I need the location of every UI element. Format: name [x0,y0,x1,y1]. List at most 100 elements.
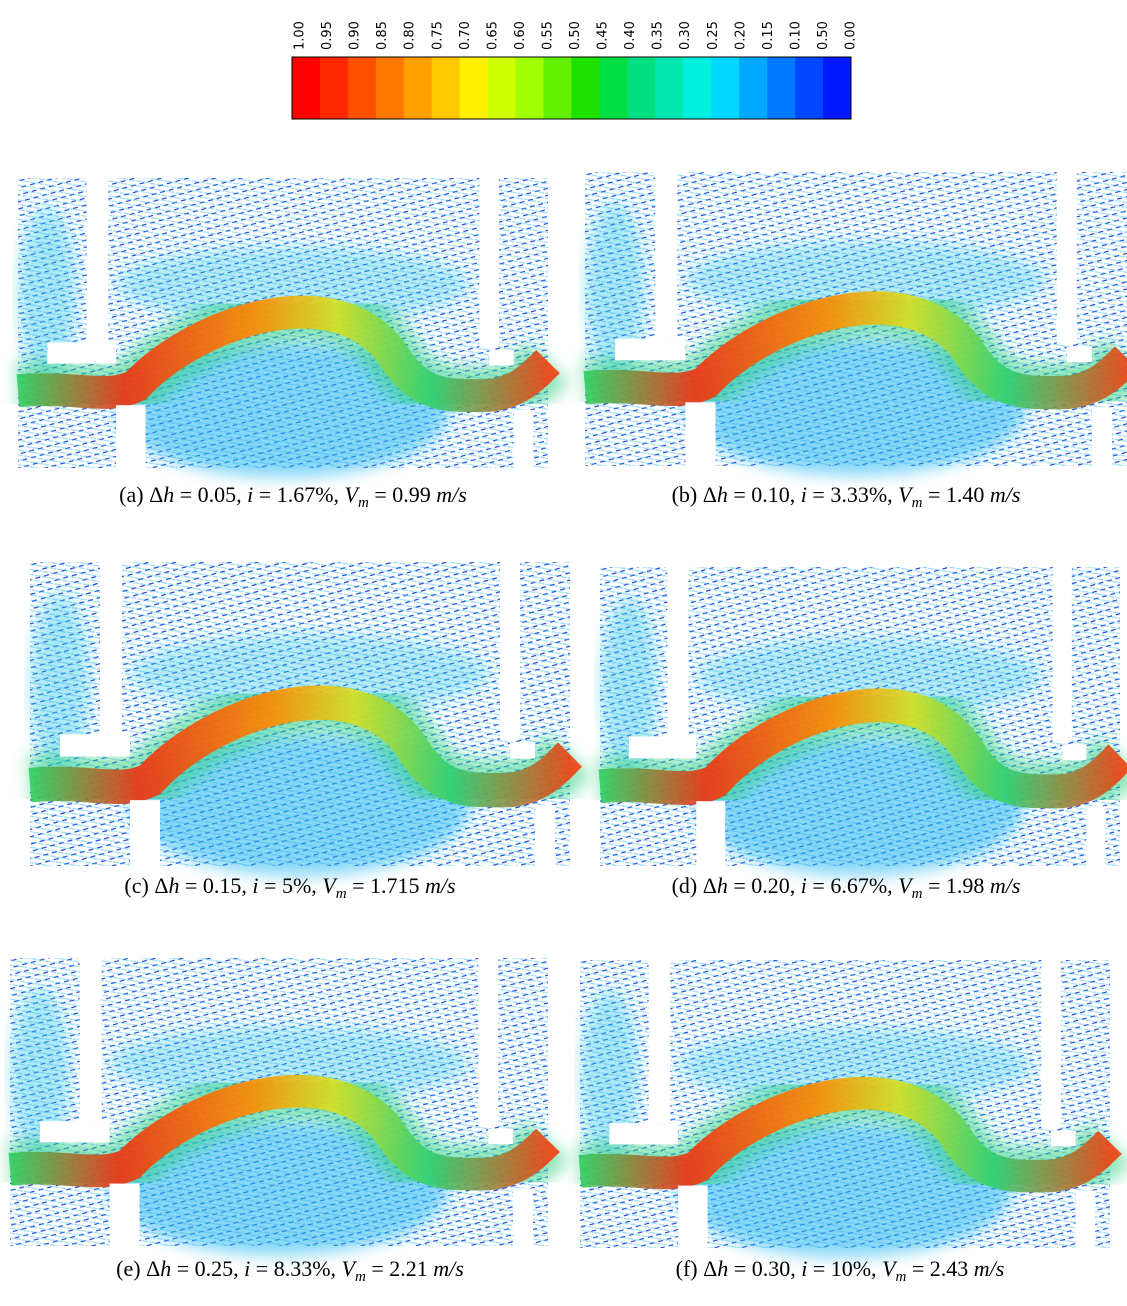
caption-part: = 2.43 [906,1256,974,1281]
wall [478,958,499,1126]
caption-part: = 6.67%, [806,873,899,898]
caption-part: V [898,482,912,507]
caption-part: m/s [433,1256,464,1281]
wall [1086,806,1106,866]
caption-part: h [168,873,180,898]
wall [655,172,678,339]
caption-part: h [160,1256,172,1281]
colorbar-label: 0.25 [706,21,721,50]
wall [628,736,697,759]
colorbar-label: 0.75 [430,21,445,50]
caption: (d) Δh = 0.20, i = 6.67%, Vm = 1.98 m/s [566,873,1126,903]
wall [130,800,160,866]
wall [100,562,122,735]
caption-part: m/s [989,482,1021,507]
caption: (e) Δh = 0.25, i = 8.33%, Vm = 2.21 m/s [10,1256,570,1286]
colorbar-segment [431,57,461,119]
jet-core [28,685,583,808]
colorbar-label: 0.55 [540,21,555,50]
wall [678,1185,708,1248]
wall [1056,172,1077,344]
colorbar-segment [375,57,405,119]
colorbar-segment [487,57,517,119]
wall [1091,407,1112,466]
caption-part: = 1.715 [346,873,425,898]
colorbar-segment [543,57,572,119]
flow-panel [7,958,570,1256]
caption-part: i [247,482,254,507]
colorbar-label: 0.50 [816,21,831,50]
jet-core [8,1074,560,1191]
caption-part: = 5%, [258,873,323,898]
caption-part: m [357,495,369,511]
colorbar-label: 0.45 [596,21,611,50]
caption: (a) Δh = 0.05, i = 1.67%, Vm = 0.99 m/s [13,482,573,512]
caption-part: i [244,1256,251,1281]
caption-part: V [322,873,336,898]
wall [510,742,535,759]
caption-part: i [801,1256,808,1281]
wall [79,958,102,1122]
colorbar-segment [739,57,768,119]
wall [1041,960,1061,1128]
colorbar-label: 0.70 [458,21,473,50]
caption-part: (c) Δ [124,873,169,898]
caption-part: m [911,495,923,511]
wall [513,410,534,468]
caption-part: h [716,482,728,507]
wall [609,1123,679,1145]
colorbar-segment [795,57,824,119]
wall [488,1128,514,1145]
flow-panel [582,172,1127,476]
colorbar-segment [655,57,684,119]
wall [60,734,130,757]
colorbar-label: 0.35 [651,21,666,50]
colorbar-label: 0.65 [485,21,500,50]
wall [535,805,555,866]
flow-panel [15,178,569,478]
caption-part: = 2.21 [365,1256,434,1281]
wall [489,350,514,366]
caption-part: (d) Δ [671,873,717,898]
colorbar-label: 0.85 [375,21,390,50]
caption-part: (b) Δ [671,482,717,507]
caption-part: h [716,873,728,898]
caption-part: = 1.98 [922,873,990,898]
colorbar-segment [767,57,796,119]
caption-part: V [344,482,358,507]
caption-part: (f) Δ [675,1256,718,1281]
caption-part: i [800,482,807,507]
caption-part: = 0.25, [171,1256,245,1281]
colorbar-segment [627,57,656,119]
colorbar-label: 1.00 [293,21,308,50]
caption-part: m/s [436,482,467,507]
wall [696,801,726,866]
wall [667,567,689,737]
wall [1052,567,1072,742]
caption: (b) Δh = 0.10, i = 3.33%, Vm = 1.40 m/s [566,482,1126,512]
caption-part: = 0.05, [174,482,248,507]
caption-part: h [163,482,175,507]
caption-part: m [911,886,923,902]
caption-part: = 10%, [807,1256,883,1281]
wall [47,342,117,364]
wall [86,178,109,343]
colorbar-segment [823,57,852,119]
colorbar-label: 0.15 [761,21,776,50]
caption-part: h [717,1256,729,1281]
caption-part: V [882,1256,896,1281]
wall [648,960,671,1124]
jet-core [578,1076,1122,1193]
caption-part: (a) Δ [119,482,164,507]
colorbar-segment [459,57,489,119]
caption-part: = 0.15, [179,873,253,898]
wall [1062,744,1087,761]
wall [116,405,146,468]
colorbar-frame [291,56,852,120]
caption-part: = 3.33%, [806,482,899,507]
caption-part: i [800,873,807,898]
colorbar-segment [599,57,628,119]
flow-panel [27,562,592,877]
colorbar-label: 0.10 [788,21,803,50]
